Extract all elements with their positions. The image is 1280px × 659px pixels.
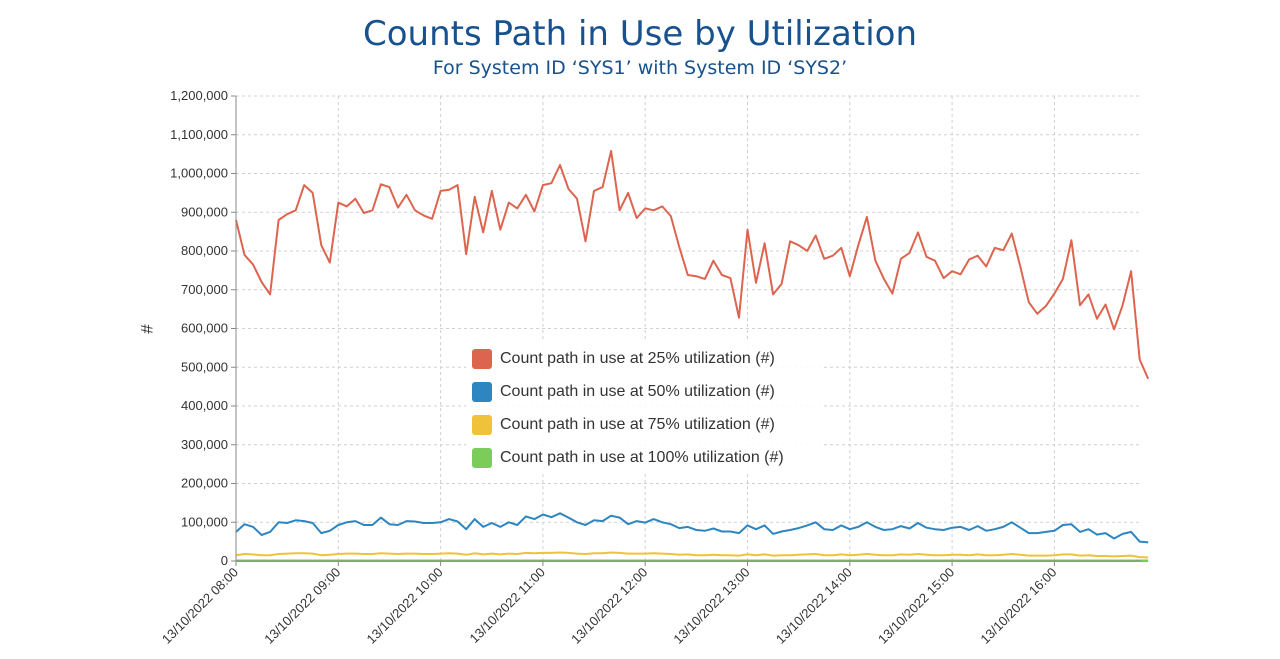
x-tick-label: 13/10/2022 13:00: [670, 565, 752, 647]
chart-subtitle: For System ID ‘SYS1’ with System ID ‘SYS…: [432, 57, 848, 79]
legend-label: Count path in use at 25% utilization (#): [500, 349, 775, 367]
series-line-50pct: [235, 512, 1149, 544]
x-tick-label: 13/10/2022 08:00: [159, 565, 241, 647]
legend-label: Count path in use at 100% utilization (#…: [500, 448, 784, 466]
series-line-25pct: [235, 150, 1150, 380]
legend-label: Count path in use at 50% utilization (#): [500, 382, 775, 400]
legend-item[interactable]: Count path in use at 100% utilization (#…: [466, 441, 822, 474]
y-tick-label: 800,000: [181, 243, 228, 258]
y-axis-label: #: [137, 324, 156, 334]
chart-title: Counts Path in Use by Utilization: [363, 14, 917, 54]
x-tick-label: 13/10/2022 14:00: [773, 565, 855, 647]
legend-swatch: [472, 348, 492, 369]
legend-swatch: [472, 381, 492, 402]
y-tick-label: 600,000: [181, 321, 228, 336]
series-line-75pct: [235, 551, 1149, 559]
chart-legend: Count path in use at 25% utilization (#)…: [466, 342, 822, 474]
y-tick-label: 1,100,000: [170, 127, 228, 142]
y-tick-label: 900,000: [181, 204, 228, 219]
legend-swatch: [472, 447, 492, 468]
x-tick-label: 13/10/2022 11:00: [467, 565, 548, 646]
x-tick-label: 13/10/2022 15:00: [875, 565, 957, 647]
y-tick-label: 1,200,000: [170, 88, 228, 103]
y-tick-label: 0: [221, 553, 228, 568]
y-tick-label: 700,000: [181, 282, 228, 297]
x-tick-label: 13/10/2022 10:00: [364, 565, 446, 647]
y-tick-label: 300,000: [181, 437, 228, 452]
x-tick-label: 13/10/2022 16:00: [977, 565, 1059, 647]
y-tick-label: 200,000: [181, 476, 228, 491]
legend-item[interactable]: Count path in use at 50% utilization (#): [466, 375, 822, 408]
legend-item[interactable]: Count path in use at 25% utilization (#): [466, 342, 822, 375]
legend-item[interactable]: Count path in use at 75% utilization (#): [466, 408, 822, 441]
x-tick-label: 13/10/2022 12:00: [568, 565, 650, 647]
y-tick-label: 100,000: [181, 514, 228, 529]
x-tick-label: 13/10/2022 09:00: [261, 565, 343, 647]
legend-label: Count path in use at 75% utilization (#): [500, 415, 775, 433]
y-tick-label: 1,000,000: [170, 166, 228, 181]
legend-swatch: [472, 414, 492, 435]
y-tick-label: 400,000: [181, 398, 228, 413]
grid-lines: [236, 95, 1141, 561]
y-tick-label: 500,000: [181, 359, 228, 374]
